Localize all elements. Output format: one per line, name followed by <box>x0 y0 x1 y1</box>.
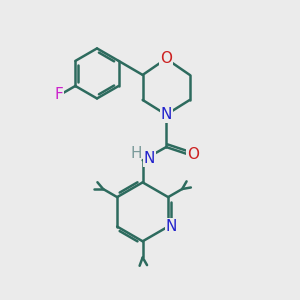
Text: F: F <box>54 87 63 102</box>
Text: H: H <box>131 146 142 161</box>
Text: N: N <box>143 151 155 166</box>
Text: O: O <box>187 147 199 162</box>
Text: N: N <box>165 219 177 234</box>
Text: O: O <box>160 51 172 66</box>
Text: N: N <box>160 107 172 122</box>
